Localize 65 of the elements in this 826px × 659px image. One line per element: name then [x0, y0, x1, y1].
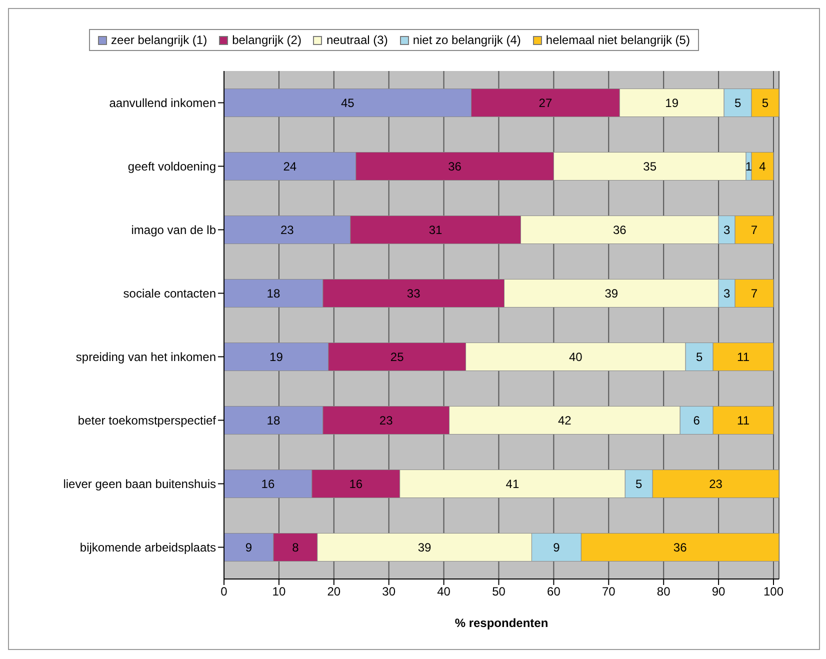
data-label: 40	[569, 350, 583, 364]
data-label: 5	[734, 96, 742, 110]
data-label: 1	[745, 160, 752, 174]
data-label: 18	[266, 286, 280, 301]
data-label: 24	[283, 160, 297, 174]
data-label: 25	[390, 350, 404, 364]
data-label: 23	[379, 414, 394, 428]
data-label: 4	[759, 160, 766, 174]
x-tick-label: 10	[272, 584, 286, 599]
data-label: 5	[636, 477, 643, 492]
x-tick-label: 40	[437, 584, 451, 599]
data-label: 36	[612, 223, 627, 238]
data-label: 39	[604, 286, 618, 301]
x-tick-label: 60	[547, 584, 561, 599]
data-label: 41	[506, 477, 520, 492]
legend-label: neutraal (3)	[325, 33, 388, 47]
data-label: 31	[428, 223, 443, 238]
data-label: 7	[750, 286, 758, 301]
x-tick-label: 100	[763, 584, 784, 599]
data-label: 16	[261, 477, 275, 492]
data-label: 45	[340, 96, 355, 110]
y-tick-label: sociale contacten	[123, 286, 216, 301]
data-label: 18	[266, 414, 280, 428]
data-label: 3	[723, 223, 730, 238]
x-tick-label: 80	[656, 584, 671, 599]
data-label: 5	[762, 96, 769, 110]
data-label: 42	[558, 414, 572, 428]
data-label: 19	[665, 96, 679, 110]
x-tick-label: 0	[220, 584, 228, 599]
x-tick-label: 70	[602, 584, 616, 599]
x-tick-label: 30	[382, 584, 396, 599]
data-label: 3	[723, 286, 730, 301]
data-label: 16	[349, 477, 363, 492]
y-tick-label: bijkomende arbeidsplaats	[80, 540, 216, 555]
data-label: 6	[693, 414, 700, 428]
legend-label: zeer belangrijk (1)	[110, 33, 208, 47]
y-tick-label: geeft voldoening	[128, 160, 216, 174]
data-label: 35	[643, 160, 657, 174]
data-label: 8	[292, 540, 300, 555]
data-label: 36	[673, 540, 688, 555]
data-label: 9	[245, 540, 252, 555]
data-label: 23	[709, 477, 723, 492]
x-tick-label: 50	[492, 584, 506, 599]
y-tick-label: liever geen baan buitenshuis	[63, 477, 216, 492]
y-tick-label: spreiding van het inkomen	[76, 350, 216, 364]
y-tick-label: imago van de lb	[131, 223, 216, 238]
data-label: 5	[696, 350, 703, 364]
data-label: 39	[418, 540, 432, 555]
data-label: 19	[270, 350, 284, 364]
legend-label: helemaal niet belangrijk (5)	[544, 33, 690, 47]
legend-label: niet zo belangrijk (4)	[412, 33, 521, 47]
data-label: 11	[737, 350, 750, 364]
data-label: 23	[280, 223, 294, 238]
data-label: 33	[406, 286, 421, 301]
x-tick-label: 90	[712, 584, 726, 599]
data-label: 7	[750, 223, 758, 238]
data-label: 27	[538, 96, 552, 110]
legend-label: belangrijk (2)	[231, 33, 302, 47]
data-label: 11	[737, 414, 750, 428]
data-label: 9	[553, 540, 560, 555]
y-tick-label: aanvullend inkomen	[109, 96, 216, 110]
x-tick-label: 20	[327, 584, 341, 599]
y-tick-label: beter toekomstperspectief	[78, 414, 217, 428]
data-label: 36	[448, 160, 462, 174]
x-axis-title: % respondenten	[454, 616, 548, 630]
